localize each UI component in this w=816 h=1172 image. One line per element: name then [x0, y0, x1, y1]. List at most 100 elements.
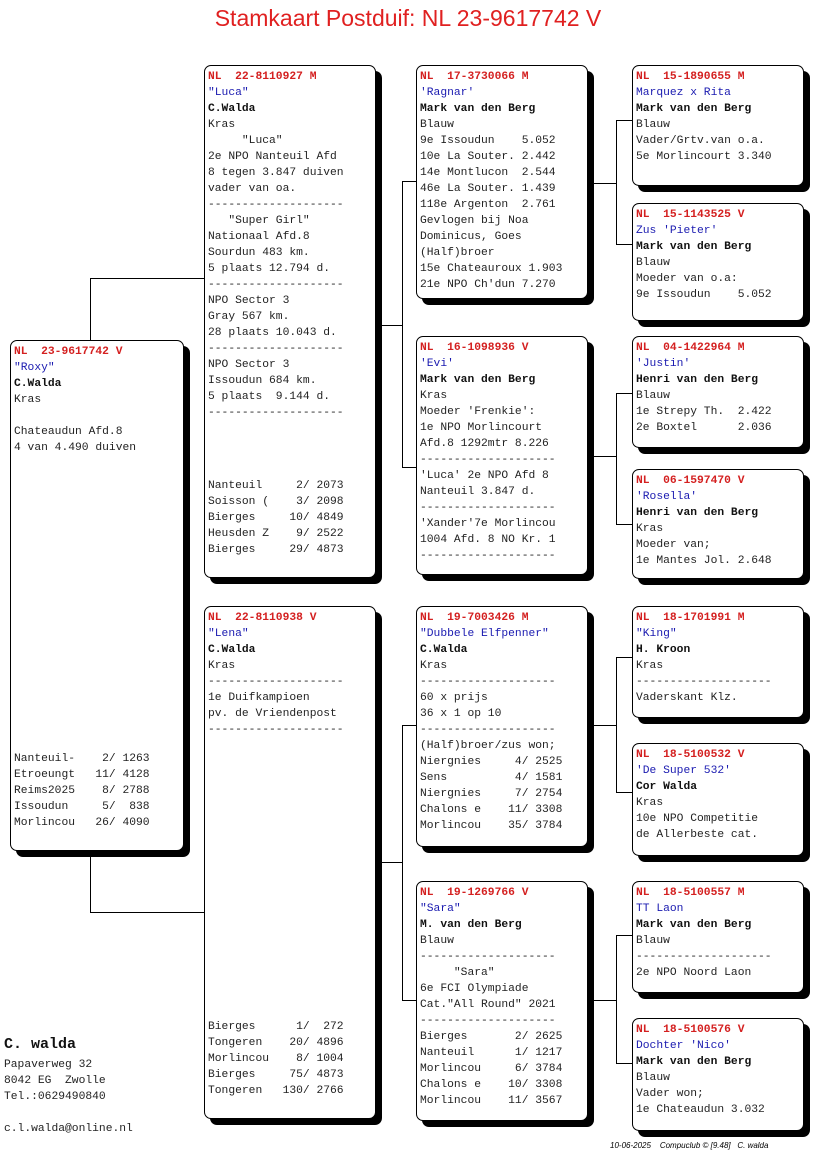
info-line: Nanteuil 1/ 1217 — [420, 1047, 563, 1059]
info-line: 36 x 1 op 10 — [420, 708, 502, 720]
connector-line — [402, 725, 416, 726]
info-line: Sens 4/ 1581 — [420, 772, 563, 784]
info-line: 5 plaats 12.794 d. — [208, 263, 331, 275]
divider-line: -------------------- — [208, 343, 344, 355]
pigeon-card-subject[interactable]: NL 23-9617742 V "Roxy" C.Walda Kras Chateaud… — [10, 340, 184, 851]
divider-line: -------------------- — [208, 199, 344, 211]
info-line: de Allerbeste cat. — [636, 829, 759, 841]
pigeon-card-dam[interactable]: NL 22-8110938 V "Lena" C.Walda Kras --------… — [204, 606, 376, 1119]
connector-line — [402, 181, 416, 182]
info-line: 1e Duifkampioen — [208, 692, 310, 704]
owner-name: Mark van den Berg — [420, 103, 536, 115]
owner-name: Mark van den Berg — [636, 1056, 752, 1068]
info-line: Kras — [14, 394, 42, 406]
ring-number: NL 18-5100557 M — [636, 887, 745, 899]
ring-number: NL 06-1597470 V — [636, 475, 745, 487]
owner-name: Henri van den Berg — [636, 507, 759, 519]
pigeon-card-sire-sire[interactable]: NL 17-3730066 M 'Ragnar' Mark van den Berg… — [416, 65, 588, 299]
connector-line — [90, 912, 204, 913]
result-row: Tongeren 130/ 2766 — [208, 1085, 344, 1097]
info-line: Blauw — [420, 119, 454, 131]
owner-name: M. van den Berg — [420, 919, 522, 931]
pigeon-name: 'Ragnar' — [420, 87, 475, 99]
info-line: Dominicus, Goes — [420, 231, 522, 243]
print-date: 10-06-2025 — [610, 1141, 651, 1150]
divider-line: -------------------- — [420, 550, 556, 562]
footer-user: C. walda — [737, 1141, 769, 1150]
info-line: Sourdun 483 km. — [208, 247, 310, 259]
info-line: Chateaudun Afd.8 — [14, 426, 123, 438]
ring-number: NL 16-1098936 V — [420, 342, 529, 354]
info-line: 'Luca' 2e NPO Afd 8 — [420, 470, 549, 482]
pigeon-name: Dochter 'Nico' — [636, 1040, 731, 1052]
owner-name: Mark van den Berg — [636, 919, 752, 931]
result-row: Bierges 10/ 4849 — [208, 512, 344, 524]
page-title: Stamkaart Postduif: NL 23-9617742 V — [214, 5, 602, 31]
ring-number: NL 04-1422964 M — [636, 342, 745, 354]
result-row: Bierges 29/ 4873 — [208, 544, 344, 556]
pigeon-name: "Sara" — [420, 903, 461, 915]
connector-line — [616, 244, 632, 245]
info-line: Morlincou 6/ 3784 — [420, 1063, 563, 1075]
info-line: 8 tegen 3.847 duiven — [208, 167, 344, 179]
ring-number: NL 17-3730066 M — [420, 71, 529, 83]
ring-number: NL 15-1143525 V — [636, 209, 745, 221]
info-line: 15e Chateauroux 1.903 — [420, 263, 563, 275]
breeder-address: Papaverweg 32 — [4, 1059, 93, 1071]
info-line: 2e Boxtel 2.036 — [636, 422, 772, 434]
info-line: Blauw — [636, 119, 670, 131]
owner-name: C.Walda — [420, 644, 468, 656]
info-line: Niergnies 4/ 2525 — [420, 756, 563, 768]
result-row: Tongeren 20/ 4896 — [208, 1037, 344, 1049]
breeder-phone: Tel.:0629490840 — [4, 1091, 106, 1103]
info-line: 14e Montlucon 2.544 — [420, 167, 556, 179]
info-line: Morlincou 35/ 3784 — [420, 820, 563, 832]
result-row: Nanteuil- 2/ 1263 — [14, 753, 150, 765]
owner-name: H. Kroon — [636, 644, 691, 656]
pigeon-card-ggp-8[interactable]: NL 18-5100576 V Dochter 'Nico' Mark van de… — [632, 1018, 804, 1131]
owner-name: Henri van den Berg — [636, 374, 759, 386]
spacer — [4, 1105, 133, 1121]
owner-name: Cor Walda — [636, 781, 698, 793]
connector-line — [616, 657, 617, 793]
result-row: Nanteuil 2/ 2073 — [208, 480, 344, 492]
pigeon-card-ggp-7[interactable]: NL 18-5100557 M TT Laon Mark van den Berg B… — [632, 881, 804, 993]
pigeon-card-ggp-5[interactable]: NL 18-1701991 M "King" H. Kroon Kras -------… — [632, 606, 804, 718]
pigeon-card-dam-dam[interactable]: NL 19-1269766 V "Sara" M. van den Berg Blau… — [416, 881, 588, 1121]
info-line: Kras — [208, 660, 236, 672]
info-line: Blauw — [636, 1072, 670, 1084]
results-list: Bierges 1/ 272 Tongeren 20/ 4896 Morlincou… — [208, 1019, 375, 1099]
pigeon-card-ggp-3[interactable]: NL 04-1422964 M 'Justin' Henri van den Ber… — [632, 336, 804, 448]
connector-line — [588, 456, 616, 457]
pigeon-card-ggp-1[interactable]: NL 15-1890655 M Marquez x Rita Mark van de… — [632, 65, 804, 186]
divider-line: -------------------- — [420, 951, 556, 963]
divider-line: -------------------- — [420, 502, 556, 514]
info-line: 21e NPO Ch'dun 7.270 — [420, 279, 556, 291]
connector-line — [616, 393, 617, 525]
pigeon-card-sire-dam[interactable]: NL 16-1098936 V 'Evi' Mark van den Berg Kra… — [416, 336, 588, 575]
info-line: (Half)broer/zus won; — [420, 740, 556, 752]
result-row: Heusden Z 9/ 2522 — [208, 528, 344, 540]
pigeon-name: 'Justin' — [636, 358, 691, 370]
breeder-email[interactable]: c.l.walda@online.nl — [4, 1123, 133, 1135]
info-line: Moeder van; — [636, 539, 711, 551]
info-line: Moeder van o.a: — [636, 273, 738, 285]
info-line: Kras — [636, 523, 664, 535]
breeder-name: C. walda — [4, 1036, 77, 1053]
connector-line — [376, 862, 402, 863]
pigeon-card-ggp-4[interactable]: NL 06-1597470 V 'Rosella' Henri van den Be… — [632, 469, 804, 579]
divider-line: -------------------- — [208, 676, 344, 688]
info-line: 10e NPO Competitie — [636, 813, 759, 825]
info-line: Vaderskant Klz. — [636, 692, 738, 704]
owner-name: C.Walda — [208, 103, 256, 115]
info-line: Gevlogen bij Noa — [420, 215, 529, 227]
info-line: Vader won; — [636, 1088, 704, 1100]
pigeon-card-ggp-6[interactable]: NL 18-5100532 V 'De Super 532' Cor Walda Kr… — [632, 743, 804, 856]
info-line: 'Xander'7e Morlincou — [420, 518, 556, 530]
pigeon-card-sire[interactable]: NL 22-8110927 M "Luca" C.Walda Kras "Luca" 2… — [204, 65, 376, 578]
connector-line — [616, 792, 632, 793]
pigeon-card-dam-sire[interactable]: NL 19-7003426 M "Dubbele Elfpenner" C.Wald… — [416, 606, 588, 847]
pigeon-card-ggp-2[interactable]: NL 15-1143525 V Zus 'Pieter' Mark van den … — [632, 203, 804, 321]
info-line: Blauw — [420, 935, 454, 947]
info-line: 1e Mantes Jol. 2.648 — [636, 555, 772, 567]
